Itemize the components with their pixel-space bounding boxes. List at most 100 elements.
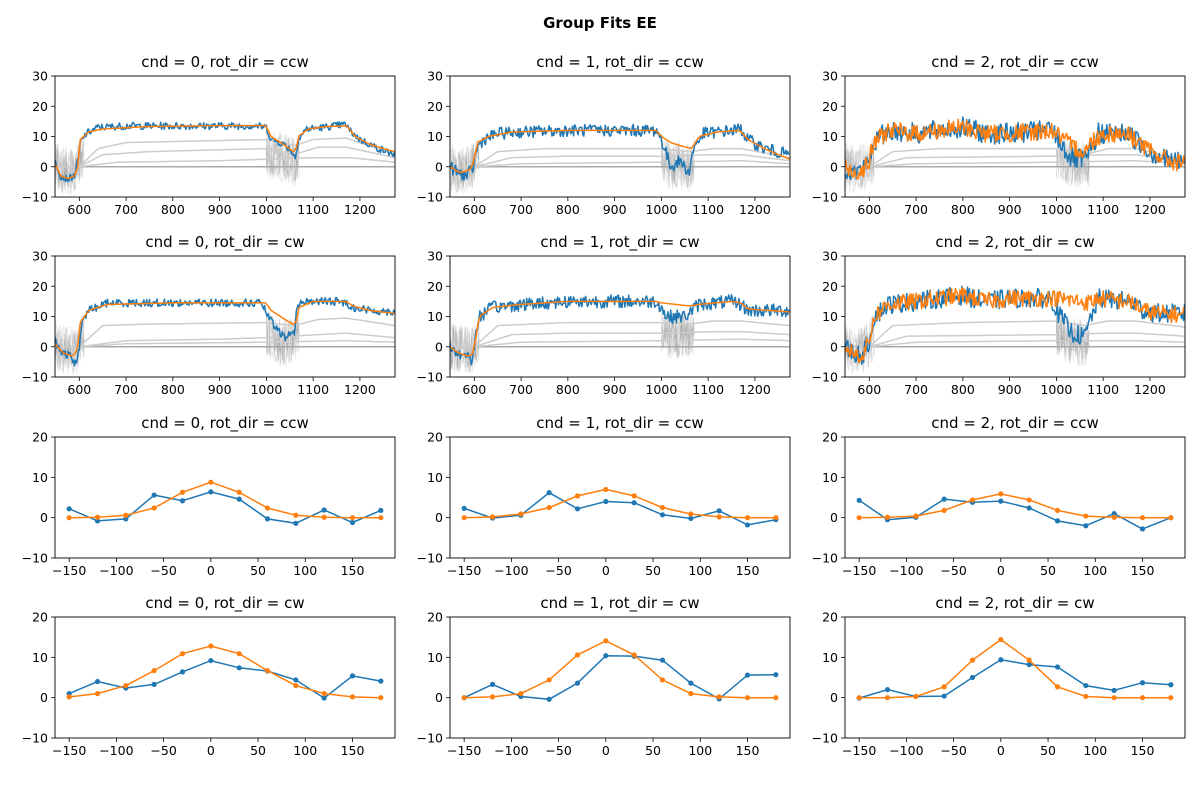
fit-point: [66, 694, 72, 700]
x-tick-label: 900: [603, 382, 627, 397]
y-tick-label: 20: [32, 99, 48, 114]
x-tick-label: 700: [509, 202, 533, 217]
y-tick-label: 0: [830, 510, 838, 525]
y-tick-label: 0: [830, 339, 838, 354]
fit-trace: [845, 118, 1185, 180]
x-tick-label: 50: [645, 743, 661, 758]
y-tick-label: −10: [812, 551, 838, 566]
data-point: [349, 673, 356, 679]
x-tick-label: 1200: [1134, 382, 1166, 397]
subplot-title: cnd = 0, rot_dir = ccw: [141, 53, 309, 72]
data-line: [463, 491, 776, 526]
fit-point: [264, 505, 271, 511]
data-trace: [55, 296, 395, 367]
plot-area: [845, 116, 1185, 193]
y-tick-label: 0: [40, 510, 48, 525]
trial-trace: [450, 140, 480, 193]
fit-point: [293, 682, 299, 689]
axes-frame: [54, 75, 396, 198]
x-tick-label: 0: [207, 563, 215, 578]
data-point: [688, 680, 694, 686]
data-point: [1111, 687, 1117, 694]
fit-line: [69, 645, 381, 699]
component-trace: [845, 339, 1185, 348]
x-tick-label: 800: [951, 382, 975, 397]
subplot-title: cnd = 0, rot_dir = cw: [145, 594, 304, 613]
trial-trace: [660, 310, 695, 358]
x-tick-label: 800: [161, 382, 185, 397]
x-tick-label: 600: [857, 202, 881, 217]
fit-point: [66, 515, 72, 521]
y-tick-label: 0: [435, 690, 443, 705]
trial-trace: [845, 137, 875, 189]
subplot-3: cnd = 2, rot_dir = ccw 600 700 800 900 1000 11…: [812, 53, 1186, 217]
fit-point: [716, 514, 722, 520]
fit-point: [489, 694, 496, 700]
axes-frame: [54, 436, 396, 559]
data-trace: [450, 294, 790, 366]
y-tick-label: 0: [40, 690, 48, 705]
x-tick-label: 700: [114, 382, 138, 397]
y-tick-label: 20: [32, 610, 48, 625]
x-tick-label: −100: [99, 563, 133, 578]
trial-trace: [265, 134, 300, 186]
subplot-title: cnd = 2, rot_dir = cw: [935, 594, 1094, 613]
fit-point: [1026, 657, 1032, 663]
x-tick-label: −50: [940, 743, 966, 758]
x-tick-label: 1100: [297, 382, 329, 397]
x-tick-label: 50: [1040, 743, 1056, 758]
data-point: [574, 680, 581, 686]
fit-trace: [845, 287, 1185, 364]
plot-area: [845, 285, 1185, 374]
y-tick-label: 10: [32, 309, 48, 324]
plot-area: [461, 486, 779, 528]
data-point: [884, 687, 891, 693]
y-tick-label: 10: [32, 129, 48, 144]
fit-point: [518, 511, 524, 517]
plot-area: [66, 479, 384, 526]
fit-line: [859, 493, 1171, 519]
subplot-title: cnd = 1, rot_dir = cw: [540, 233, 699, 252]
y-tick-label: −10: [417, 370, 443, 385]
x-tick-label: 100: [688, 563, 712, 578]
subplot-10: cnd = 0, rot_dir = cw−150 −100 −50 0 50 100 15…: [22, 594, 396, 758]
data-point: [716, 508, 722, 514]
x-tick-label: −100: [889, 743, 923, 758]
x-tick-label: 900: [998, 382, 1022, 397]
subplot-9: cnd = 2, rot_dir = ccw−150 −100 −50 0 50 100 1…: [812, 414, 1186, 578]
x-tick-label: 1100: [1087, 202, 1119, 217]
y-tick-label: 20: [32, 279, 48, 294]
fit-point: [631, 493, 637, 499]
data-point: [603, 653, 609, 659]
y-tick-label: 20: [427, 99, 443, 114]
fit-trace: [450, 300, 790, 357]
fit-point: [1083, 513, 1089, 519]
fit-point: [1111, 514, 1117, 520]
trial-trace: [450, 325, 480, 372]
plot-area: [461, 638, 779, 702]
y-tick-label: 20: [822, 279, 838, 294]
x-tick-label: −50: [150, 743, 176, 758]
y-tick-label: 30: [32, 249, 48, 264]
fit-line: [69, 481, 381, 519]
y-tick-label: 20: [427, 430, 443, 445]
x-tick-label: 0: [207, 743, 215, 758]
data-point: [1168, 682, 1174, 688]
y-tick-label: 20: [427, 279, 443, 294]
component-trace: [55, 339, 395, 348]
component-trace: [845, 147, 1185, 168]
fit-point: [1139, 695, 1146, 701]
subplot-title: cnd = 1, rot_dir = ccw: [536, 53, 704, 72]
y-tick-label: 0: [435, 339, 443, 354]
fit-point: [1168, 515, 1174, 521]
fit-point: [321, 691, 327, 697]
y-tick-label: 30: [822, 249, 838, 264]
data-point: [546, 696, 552, 702]
x-tick-label: 1100: [1087, 382, 1119, 397]
x-tick-label: −100: [99, 743, 133, 758]
x-tick-label: 700: [509, 382, 533, 397]
y-tick-label: 0: [435, 159, 443, 174]
data-line: [68, 659, 381, 700]
trial-trace: [265, 127, 300, 185]
